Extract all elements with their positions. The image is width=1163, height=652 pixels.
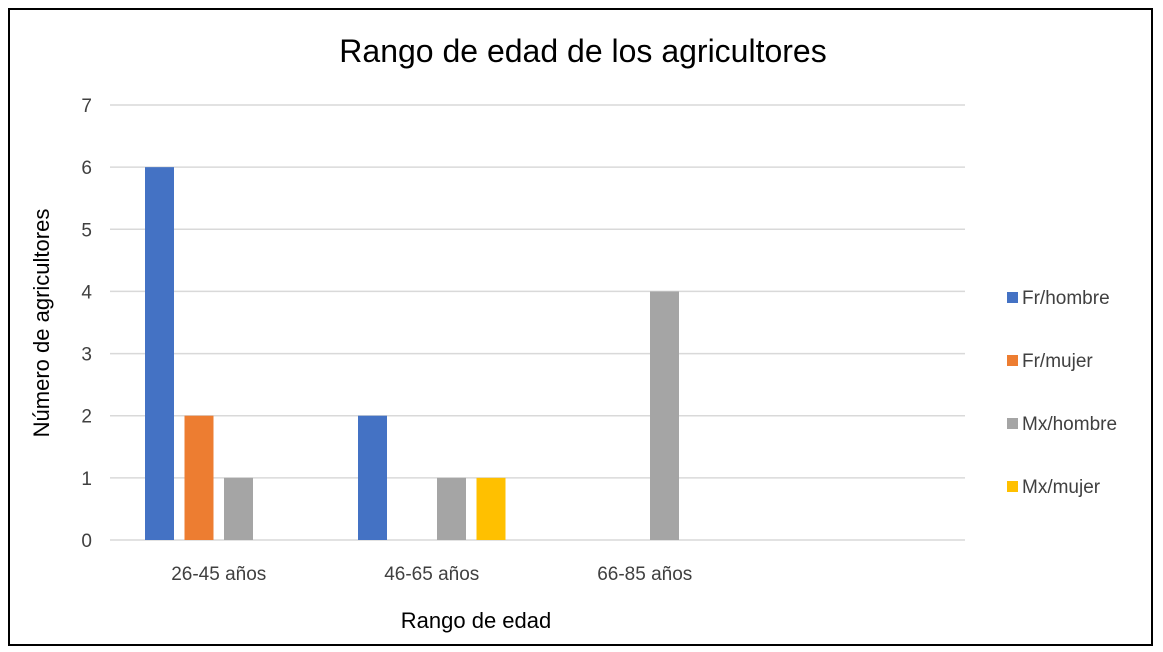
legend-label: Mx/hombre [1022, 414, 1117, 435]
y-tick-label: 0 [81, 531, 92, 552]
chart-title: Rango de edad de los agricultores [339, 33, 826, 69]
y-axis-label: Número de agricultores [29, 209, 54, 438]
y-tick-label: 5 [81, 220, 92, 241]
x-tick-label: 46-65 años [384, 564, 479, 585]
legend-swatch [1007, 418, 1018, 429]
bar-mx-hombre-0 [224, 477, 253, 540]
y-tick-label: 7 [81, 96, 92, 117]
legend-label: Fr/mujer [1022, 351, 1093, 372]
bar-mx-hombre-1 [437, 477, 466, 540]
x-tick-label: 66-85 años [597, 564, 692, 585]
bar-fr-mujer-0 [184, 415, 214, 540]
bar-mx-mujer-1 [476, 477, 506, 540]
legend: Fr/hombre Fr/mujer Mx/hombre Mx/mujer [1007, 288, 1117, 498]
y-tick-labels: 0 1 2 3 4 5 6 7 [81, 96, 92, 552]
y-tick-label: 3 [81, 345, 92, 366]
bars [145, 167, 679, 540]
legend-label: Mx/mujer [1022, 477, 1101, 498]
legend-swatch [1007, 292, 1018, 303]
bar-fr-hombre-1 [358, 415, 387, 540]
x-tick-labels: 26-45 años 46-65 años 66-85 años [171, 564, 692, 585]
bar-mx-hombre-2 [650, 291, 679, 540]
legend-label: Fr/hombre [1022, 288, 1110, 309]
y-tick-label: 4 [81, 282, 92, 303]
y-tick-label: 1 [81, 469, 92, 490]
x-tick-label: 26-45 años [171, 564, 266, 585]
y-tick-label: 2 [81, 407, 92, 428]
x-axis-label: Rango de edad [401, 608, 551, 633]
y-tick-label: 6 [81, 158, 92, 179]
bar-fr-hombre-0 [145, 167, 174, 540]
gridlines [110, 104, 965, 541]
legend-swatch [1007, 481, 1018, 492]
legend-swatch [1007, 355, 1018, 366]
